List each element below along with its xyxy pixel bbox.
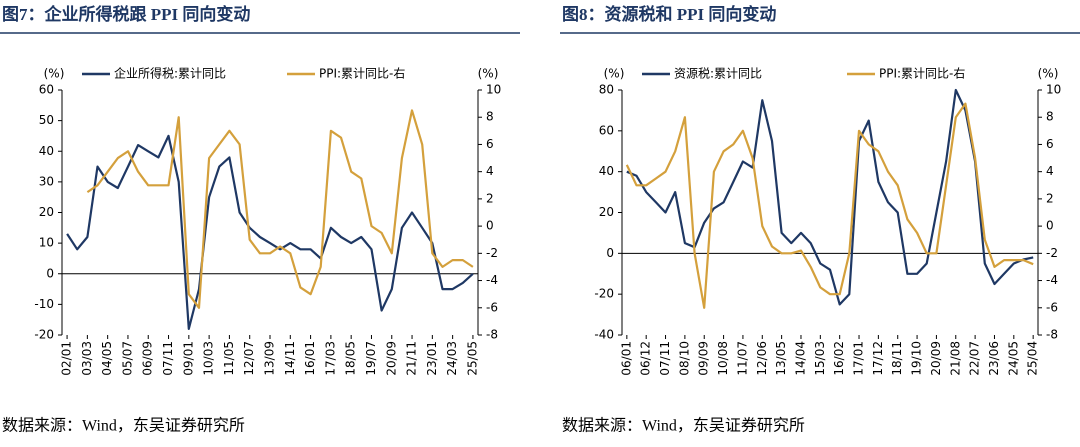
- y2-tick-label: 4: [1046, 164, 1054, 178]
- y-unit: (%): [44, 67, 65, 81]
- x-tick-label: 22/07: [968, 341, 982, 376]
- y-tick-label: 50: [39, 113, 54, 127]
- x-tick-label: 25/05: [465, 341, 479, 376]
- x-tick-label: 02/01: [60, 341, 74, 376]
- x-tick-label: 04/05: [100, 341, 114, 376]
- chart-title: 图7：企业所得税跟 PPI 同向变动: [2, 4, 250, 24]
- x-tick-label: 09/01: [181, 341, 195, 376]
- x-tick-label: 11/05: [222, 341, 236, 376]
- x-tick-label: 20/09: [384, 341, 398, 376]
- x-tick-label: 11/07: [735, 341, 749, 376]
- x-tick-label: 03/03: [80, 341, 94, 376]
- source: 数据来源：Wind，东吴证券研究所: [562, 417, 805, 435]
- x-tick-label: 07/11: [658, 341, 672, 376]
- x-tick-label: 19/07: [364, 341, 378, 376]
- y2-tick-label: -6: [1046, 300, 1058, 314]
- x-tick-label: 08/10: [677, 341, 691, 376]
- y-unit: (%): [604, 67, 625, 81]
- x-tick-label: 10/08: [716, 341, 730, 376]
- y-tick-label: 0: [46, 266, 54, 280]
- source: 数据来源：Wind，东吴证券研究所: [2, 417, 245, 435]
- y-tick-label: -10: [34, 297, 54, 311]
- x-tick-label: 23/06: [987, 341, 1001, 376]
- y-tick-label: 40: [39, 144, 54, 158]
- x-tick-label: 12/07: [242, 341, 256, 376]
- y2-tick-label: -2: [486, 246, 498, 260]
- y-tick-label: -40: [594, 328, 614, 342]
- y-tick-label: 40: [599, 164, 614, 178]
- y2-tick-label: 0: [486, 219, 494, 233]
- x-tick-label: 17/01: [852, 341, 866, 376]
- y-tick-label: 30: [39, 174, 54, 188]
- y2-tick-label: 10: [1046, 83, 1061, 97]
- chart-title: 图8：资源税和 PPI 同向变动: [562, 4, 776, 24]
- y-tick-label: -20: [34, 328, 54, 342]
- y-tick-label: 20: [599, 205, 614, 219]
- y-tick-label: 20: [39, 205, 54, 219]
- legend-label: PPI:累计同比-右: [879, 66, 965, 81]
- x-tick-label: 17/03: [323, 341, 337, 376]
- x-tick-label: 05/07: [120, 341, 134, 376]
- x-tick-label: 24/03: [445, 341, 459, 376]
- x-tick-label: 07/11: [161, 341, 175, 376]
- x-tick-label: 14/11: [283, 341, 297, 376]
- y-tick-label: 0: [606, 246, 614, 260]
- x-tick-label: 06/09: [141, 341, 155, 376]
- y2-tick-label: 8: [1046, 110, 1054, 124]
- x-tick-label: 17/12: [871, 341, 885, 376]
- x-tick-label: 16/01: [303, 341, 317, 376]
- y-tick-label: -20: [594, 287, 614, 301]
- x-tick-label: 13/05: [774, 341, 788, 376]
- y2-unit: (%): [478, 67, 499, 81]
- y2-tick-label: -4: [486, 273, 498, 287]
- y2-tick-label: -4: [1046, 273, 1058, 287]
- y-tick-label: 60: [599, 123, 614, 137]
- y2-tick-label: 2: [486, 191, 494, 205]
- x-tick-label: 25/04: [1026, 341, 1040, 376]
- y2-tick-label: 8: [486, 110, 494, 124]
- x-tick-label: 09/09: [697, 341, 711, 376]
- y2-tick-label: -8: [486, 328, 498, 342]
- legend-label: 企业所得税:累计同比: [114, 66, 226, 81]
- x-tick-label: 13/09: [263, 341, 277, 376]
- x-tick-label: 16/02: [832, 341, 846, 376]
- y2-tick-label: -6: [486, 300, 498, 314]
- y2-tick-label: -2: [1046, 246, 1058, 260]
- series-line: [66, 134, 474, 330]
- y2-tick-label: 4: [486, 164, 494, 178]
- x-tick-label: 15/03: [813, 341, 827, 376]
- series-line: [86, 109, 474, 309]
- x-tick-label: 19/10: [910, 341, 924, 376]
- series-line: [625, 102, 1034, 309]
- x-tick-label: 20/09: [929, 341, 943, 376]
- y-tick-label: 60: [39, 83, 54, 97]
- x-tick-label: 18/05: [344, 341, 358, 376]
- x-tick-label: 18/11: [890, 341, 904, 376]
- y-tick-label: 10: [39, 236, 54, 250]
- x-tick-label: 14/04: [793, 341, 807, 376]
- x-tick-label: 24/05: [1006, 341, 1020, 376]
- x-tick-label: 12/06: [755, 341, 769, 376]
- y2-tick-label: 6: [486, 137, 494, 151]
- legend-label: 资源税:累计同比: [674, 67, 762, 81]
- y-tick-label: 80: [599, 83, 614, 97]
- y2-tick-label: -8: [1046, 328, 1058, 342]
- y2-tick-label: 6: [1046, 137, 1054, 151]
- x-tick-label: 06/01: [619, 341, 633, 376]
- y2-tick-label: 2: [1046, 191, 1054, 205]
- y2-unit: (%): [1038, 67, 1059, 81]
- y2-tick-label: 10: [486, 83, 501, 97]
- x-tick-label: 10/03: [202, 341, 216, 376]
- y2-tick-label: 0: [1046, 219, 1054, 233]
- series-line: [626, 88, 1034, 306]
- legend-label: PPI:累计同比-右: [319, 66, 405, 81]
- x-tick-label: 21/11: [405, 341, 419, 376]
- x-tick-label: 06/12: [639, 341, 653, 376]
- x-tick-label: 21/08: [948, 341, 962, 376]
- x-tick-label: 23/01: [425, 341, 439, 376]
